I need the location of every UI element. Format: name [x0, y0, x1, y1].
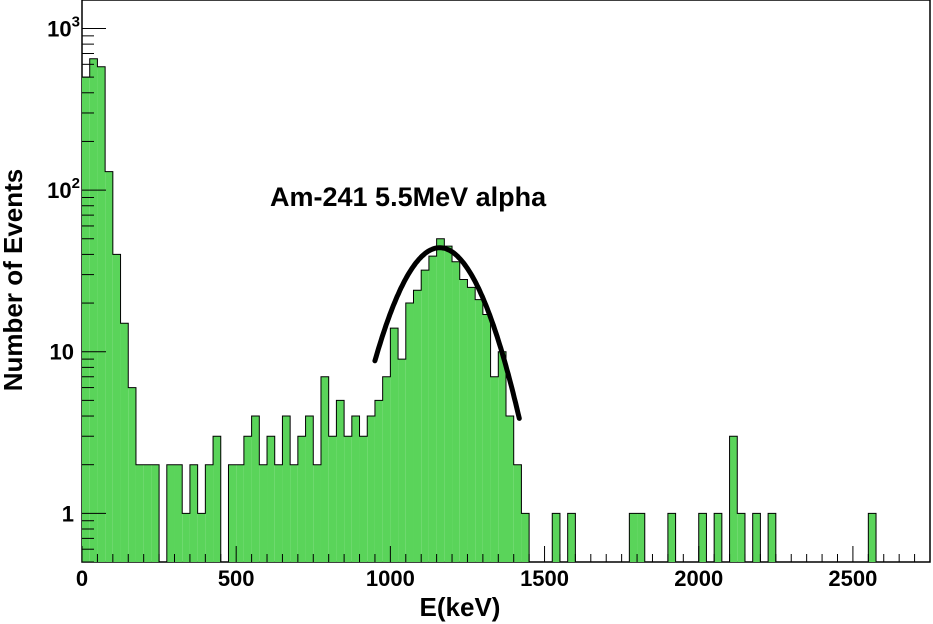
histogram-bar	[513, 464, 522, 562]
histogram-bar	[243, 436, 252, 562]
histogram-bar	[197, 513, 206, 562]
histogram-bar	[89, 58, 98, 562]
histogram-bar	[629, 513, 638, 562]
histogram-bar	[182, 513, 190, 562]
histogram-bar	[428, 256, 437, 562]
histogram-bar	[105, 171, 113, 562]
histogram-bar	[328, 436, 337, 562]
histogram-bar	[82, 77, 90, 562]
histogram-bar	[143, 464, 152, 562]
histogram-bar	[390, 328, 399, 562]
histogram-bar	[112, 254, 121, 562]
histogram-bar	[482, 314, 491, 562]
histogram-bar	[336, 400, 345, 562]
histogram-bar	[768, 513, 776, 562]
histogram-bar	[490, 376, 499, 562]
histogram-bar	[320, 376, 329, 562]
histogram-bar	[97, 66, 106, 562]
histogram-bar	[398, 359, 406, 562]
histogram-bar	[374, 400, 383, 562]
histogram-bar	[166, 464, 175, 562]
histogram-bar	[205, 464, 214, 562]
histogram-bar	[459, 279, 468, 562]
histogram-bar	[413, 290, 422, 562]
histogram-bar	[251, 416, 260, 562]
x-tick-label: 2000	[674, 566, 723, 591]
x-tick-label: 1000	[366, 566, 415, 591]
histogram-bar	[236, 464, 244, 562]
y-axis-title: Number of Events	[0, 169, 28, 392]
y-axis-ticks: 1 10 102 103	[47, 14, 106, 563]
histogram-bar	[444, 246, 453, 563]
histogram-bar	[151, 464, 160, 562]
histogram-bar	[228, 464, 237, 562]
histogram-outline	[82, 58, 930, 563]
histogram-bar	[637, 513, 645, 562]
histogram-bar	[552, 513, 560, 562]
gaussian-fit	[372, 245, 522, 421]
histogram-bar	[698, 513, 707, 562]
histogram-bar	[128, 387, 136, 562]
y-tick-label: 103	[47, 14, 80, 42]
histogram-bar	[282, 416, 291, 562]
histogram-bar	[174, 464, 183, 562]
x-tick-label: 500	[218, 566, 255, 591]
histogram-bar	[305, 416, 314, 562]
histogram-bar	[467, 287, 476, 562]
histogram-bar	[521, 513, 530, 562]
y-tick-label: 1	[62, 501, 74, 526]
histogram-bar	[405, 303, 414, 562]
histogram-bar	[274, 464, 283, 562]
histogram-bar	[868, 513, 877, 562]
x-axis-ticks: 0 500 1000 1500 2000 2500	[76, 546, 931, 591]
histogram-bar	[351, 416, 360, 562]
x-tick-label: 1500	[520, 566, 569, 591]
histogram-bar	[189, 464, 198, 562]
x-tick-label: 0	[76, 566, 88, 591]
peak-annotation: Am-241 5.5MeV alpha	[270, 182, 547, 212]
histogram-bar	[452, 261, 460, 562]
y-tick-label: 102	[47, 175, 80, 203]
histogram-bar	[506, 416, 514, 562]
histogram-bar	[436, 238, 445, 563]
histogram-bar	[475, 299, 483, 562]
histogram-bar	[714, 513, 722, 562]
histogram-bar	[267, 436, 275, 562]
x-axis-title: E(keV)	[420, 592, 501, 622]
histogram-bar	[359, 436, 368, 562]
histogram-bar	[297, 436, 306, 562]
histogram-bar	[421, 270, 429, 562]
histogram-bar	[120, 323, 129, 562]
histogram-bar	[382, 376, 391, 562]
histogram-bar	[567, 513, 576, 562]
histogram-bar	[367, 416, 375, 562]
histogram-bar	[313, 464, 321, 562]
histogram-bar	[213, 436, 221, 562]
histogram-bar	[752, 513, 761, 562]
histogram-bar	[498, 351, 506, 562]
fit-curve	[372, 245, 522, 421]
histogram-bars	[82, 58, 930, 563]
x-tick-label: 2500	[828, 566, 877, 591]
histogram-bar	[344, 436, 352, 562]
histogram-bar	[667, 513, 676, 562]
histogram-bar	[259, 464, 268, 562]
histogram-bar	[135, 464, 144, 562]
histogram-bar	[290, 464, 298, 562]
histogram-bar	[737, 513, 745, 562]
y-tick-label: 10	[50, 340, 74, 365]
histogram-bar	[729, 436, 738, 562]
